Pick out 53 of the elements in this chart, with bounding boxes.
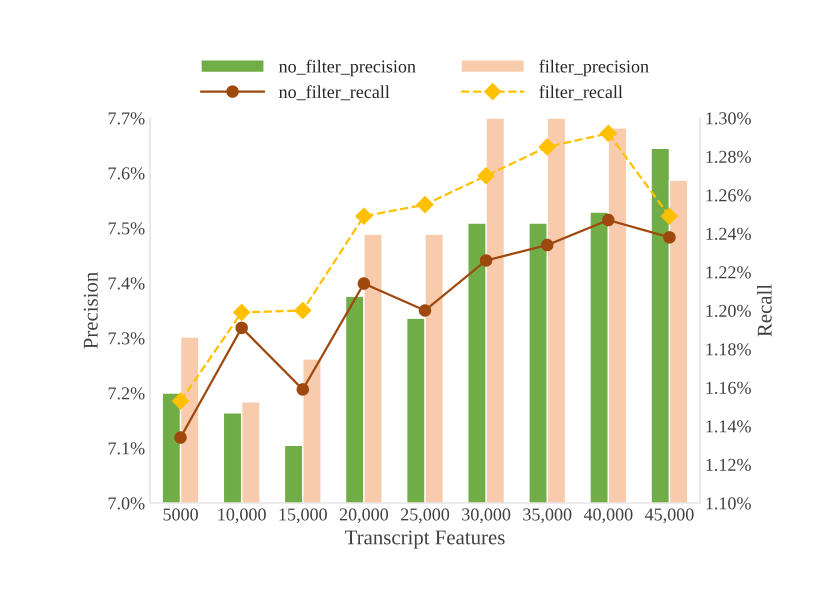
y2-tick-label: 1.16% [706,382,751,394]
x-tick-label: 40,000 [584,508,632,524]
point [540,238,554,252]
y-tick-label: 7.4% [108,277,145,290]
point [663,231,676,244]
y-tick-label: 7.1% [108,442,145,455]
legend-label: filter_precision [539,60,649,76]
point [416,196,434,214]
y2-tick-label: 1.26% [706,189,751,202]
y-tick-label: 7.5% [108,222,145,235]
x-axis-title: Transcript Features [345,530,505,549]
point [235,322,248,334]
y2-axis-title: Recall [757,284,772,337]
point [538,138,556,156]
legend-label: filter_recall [539,85,623,100]
y-tick-label: 7.6% [108,167,145,180]
y2-tick-label: 1.12% [706,458,751,472]
point [602,214,615,226]
y-axis-title: Precision [84,272,98,349]
x-tick-label: 10,000 [218,508,266,524]
point [358,277,370,290]
y2-tick-label: 1.14% [706,420,751,433]
point [172,392,190,410]
x-tick-label: 30,000 [462,508,510,524]
legend-label: no_filter_recall [279,85,390,100]
y2-tick-label: 1.22% [706,266,751,279]
y2-tick-label: 1.28% [706,150,751,164]
legend-label: no_filter_precision [279,60,416,76]
y-tick-label: 7.0% [108,497,145,510]
x-tick-label: 5000 [164,508,198,521]
x-tick-label: 35,000 [523,508,572,524]
y2-tick-label: 1.18% [706,343,751,356]
y2-tick-label: 1.30% [706,112,751,125]
y2-tick-label: 1.20% [706,304,751,318]
y2-tick-label: 1.10% [706,497,751,510]
x-tick-label: 20,000 [340,508,388,524]
y-tick-label: 7.7% [108,112,145,125]
y-tick-label: 7.3% [108,332,145,345]
point [660,208,678,225]
point [355,208,372,225]
point [600,124,617,142]
x-tick-label: 15,000 [280,508,327,524]
y2-tick-label: 1.24% [706,228,751,240]
point [174,431,187,444]
point [296,383,310,396]
point [418,304,432,317]
x-tick-label: 45,000 [644,508,694,524]
point [233,304,250,321]
point [478,167,495,184]
x-tick-label: 25,000 [400,508,450,524]
point [480,254,492,267]
y-tick-label: 7.2% [108,387,145,400]
point [294,302,312,320]
